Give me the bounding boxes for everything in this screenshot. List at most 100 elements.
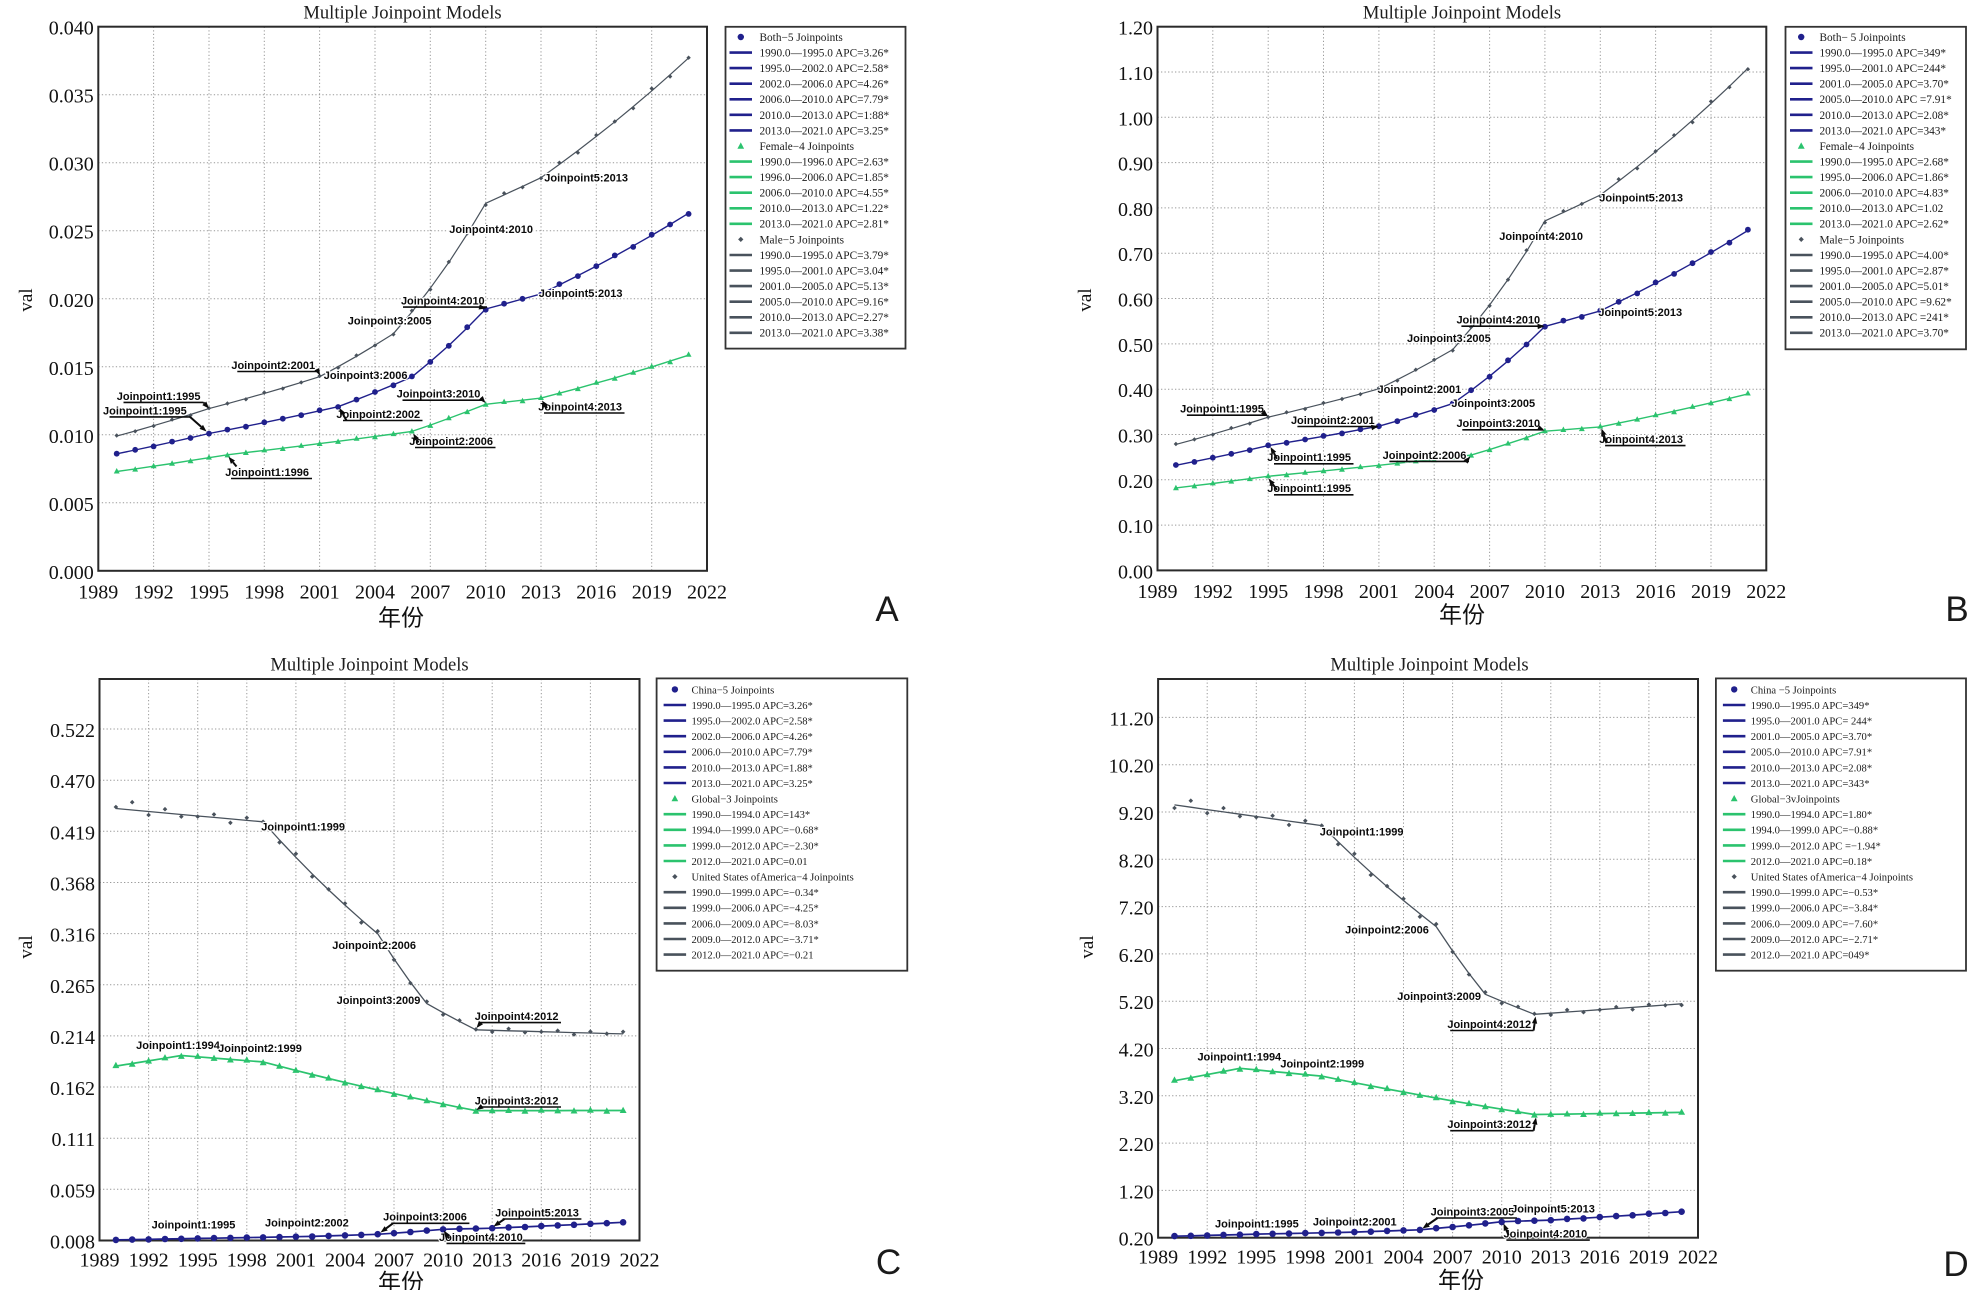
svg-text:2004: 2004 (355, 581, 395, 603)
svg-text:3.20: 3.20 (1119, 1087, 1154, 1109)
svg-text:Joinpoint2:2006: Joinpoint2:2006 (1383, 450, 1467, 462)
svg-text:Both−5 Joinpoints: Both−5 Joinpoints (760, 32, 843, 44)
svg-text:0.040: 0.040 (49, 18, 94, 40)
svg-text:年份: 年份 (378, 606, 424, 631)
svg-text:Joinpoint1:1995: Joinpoint1:1995 (103, 405, 187, 417)
svg-text:Joinpoint1:1995: Joinpoint1:1995 (1267, 452, 1351, 464)
svg-text:2013: 2013 (1531, 1247, 1571, 1269)
svg-text:2019: 2019 (570, 1250, 610, 1272)
svg-text:2013.0—2021.0 APC=3.38*: 2013.0—2021.0 APC=3.38* (760, 328, 890, 340)
svg-text:China −5 Joinpoints: China −5 Joinpoints (1751, 685, 1836, 696)
svg-text:2010.0—2013.0 APC=1.02: 2010.0—2013.0 APC=1.02 (1820, 203, 1944, 215)
svg-text:Joinpoint2:2001: Joinpoint2:2001 (231, 360, 315, 372)
svg-text:2006.0—2009.0 APC=−7.60*: 2006.0—2009.0 APC=−7.60* (1751, 919, 1878, 930)
svg-text:2006.0—2010.0 APC=4.83*: 2006.0—2010.0 APC=4.83* (1820, 188, 1950, 200)
svg-text:2010: 2010 (466, 581, 506, 603)
svg-text:1.20: 1.20 (1118, 18, 1153, 40)
svg-text:2009.0—2012.0 APC=−2.71*: 2009.0—2012.0 APC=−2.71* (1751, 935, 1878, 946)
svg-text:2016: 2016 (1580, 1247, 1620, 1269)
svg-text:1998: 1998 (1304, 581, 1344, 603)
svg-text:Joinpoint1:1994: Joinpoint1:1994 (1197, 1051, 1282, 1063)
svg-text:2010: 2010 (1482, 1247, 1522, 1269)
svg-text:Joinpoint3:2005: Joinpoint3:2005 (1451, 398, 1535, 410)
svg-text:0.40: 0.40 (1118, 380, 1153, 402)
svg-text:Joinpoint4:2013: Joinpoint4:2013 (1599, 434, 1683, 446)
svg-text:Joinpoint3:2006: Joinpoint3:2006 (324, 370, 408, 382)
svg-text:1999.0—2012.0 APC =−1.94*: 1999.0—2012.0 APC =−1.94* (1751, 841, 1881, 852)
svg-text:2013.0—2021.0 APC=2.62*: 2013.0—2021.0 APC=2.62* (1820, 219, 1950, 231)
svg-text:2006.0—2010.0 APC=4.55*: 2006.0—2010.0 APC=4.55* (760, 188, 890, 200)
svg-text:2004: 2004 (1384, 1247, 1424, 1269)
svg-text:1990.0—1994.0 APC=1.80*: 1990.0—1994.0 APC=1.80* (1751, 810, 1872, 821)
svg-text:Multiple Joinpoint Models: Multiple Joinpoint Models (270, 655, 468, 676)
svg-text:0.010: 0.010 (49, 426, 94, 448)
svg-text:2009.0—2012.0 APC=−3.71*: 2009.0—2012.0 APC=−3.71* (692, 935, 819, 946)
svg-text:1989: 1989 (1138, 581, 1178, 603)
svg-text:C: C (876, 1243, 901, 1282)
svg-text:4.20: 4.20 (1119, 1040, 1154, 1062)
svg-text:1995.0—2001.0 APC= 244*: 1995.0—2001.0 APC= 244* (1751, 717, 1872, 728)
svg-text:2010.0—2013.0 APC =241*: 2010.0—2013.0 APC =241* (1820, 312, 1950, 324)
svg-text:val: val (16, 288, 37, 311)
svg-text:2005.0—2010.0 APC=7.91*: 2005.0—2010.0 APC=7.91* (1751, 748, 1872, 759)
svg-text:2012.0—2021.0 APC=0.18*: 2012.0—2021.0 APC=0.18* (1751, 857, 1872, 868)
svg-text:Joinpoint5:2013: Joinpoint5:2013 (544, 173, 628, 185)
svg-text:Joinpoint1:1995: Joinpoint1:1995 (152, 1220, 236, 1232)
svg-text:2001.0—2005.0 APC=5.01*: 2001.0—2005.0 APC=5.01* (1820, 281, 1950, 293)
svg-text:Joinpoint4:2010: Joinpoint4:2010 (1456, 315, 1540, 327)
svg-text:2004: 2004 (325, 1250, 365, 1272)
svg-text:7.20: 7.20 (1119, 898, 1154, 920)
svg-text:年份: 年份 (378, 1270, 424, 1290)
svg-text:1990.0—1995.0 APC=3.26*: 1990.0—1995.0 APC=3.26* (692, 701, 813, 712)
svg-text:0.030: 0.030 (49, 154, 94, 176)
svg-text:2013: 2013 (521, 581, 561, 603)
svg-text:2019: 2019 (1629, 1247, 1669, 1269)
svg-text:Joinpoint2:2006: Joinpoint2:2006 (332, 940, 416, 952)
svg-text:2013.0—2021.0 APC=3.70*: 2013.0—2021.0 APC=3.70* (1820, 328, 1950, 340)
svg-text:10.20: 10.20 (1109, 756, 1154, 778)
svg-text:2001: 2001 (1359, 581, 1399, 603)
svg-text:1990.0—1999.0 APC=−0.34*: 1990.0—1999.0 APC=−0.34* (692, 888, 819, 899)
svg-text:1990.0—1995.0 APC=349*: 1990.0—1995.0 APC=349* (1751, 701, 1870, 712)
svg-text:Global−3vJoinpoints: Global−3vJoinpoints (1751, 795, 1840, 806)
svg-text:Joinpoint2:2001: Joinpoint2:2001 (1291, 415, 1375, 427)
svg-text:United States ofAmerica−4 Join: United States ofAmerica−4 Joinpoints (692, 873, 854, 884)
svg-text:2002.0—2006.0 APC=4.26*: 2002.0—2006.0 APC=4.26* (760, 79, 890, 91)
svg-text:Joinpoint2:2001: Joinpoint2:2001 (1313, 1216, 1397, 1228)
svg-text:1995.0—2001.0 APC=244*: 1995.0—2001.0 APC=244* (1820, 63, 1947, 75)
svg-text:0.008: 0.008 (50, 1232, 95, 1254)
svg-text:Joinpoint5:2013: Joinpoint5:2013 (1598, 307, 1682, 319)
svg-text:Joinpoint4:2010: Joinpoint4:2010 (439, 1232, 523, 1244)
svg-text:1999.0—2012.0 APC=−2.30*: 1999.0—2012.0 APC=−2.30* (692, 841, 819, 852)
svg-text:2005.0—2010.0 APC =7.91*: 2005.0—2010.0 APC =7.91* (1820, 94, 1953, 106)
svg-text:0.059: 0.059 (50, 1180, 95, 1202)
svg-text:2007: 2007 (410, 581, 450, 603)
svg-text:1990.0—1995.0 APC=4.00*: 1990.0—1995.0 APC=4.00* (1820, 250, 1950, 262)
svg-text:Joinpoint3:2012: Joinpoint3:2012 (475, 1095, 559, 1107)
svg-text:Joinpoint1:1999: Joinpoint1:1999 (1320, 827, 1404, 839)
svg-text:1999.0—2006.0 APC=−3.84*: 1999.0—2006.0 APC=−3.84* (1751, 904, 1878, 915)
svg-text:Joinpoint5:2013: Joinpoint5:2013 (1599, 193, 1683, 205)
svg-text:1990.0—1995.0 APC=349*: 1990.0—1995.0 APC=349* (1820, 48, 1947, 60)
svg-text:0.000: 0.000 (49, 562, 94, 584)
svg-text:1990.0—1996.0 APC=2.63*: 1990.0—1996.0 APC=2.63* (760, 157, 890, 169)
svg-text:1989: 1989 (80, 1250, 120, 1272)
svg-text:2012.0—2021.0 APC=−0.21: 2012.0—2021.0 APC=−0.21 (692, 951, 814, 962)
svg-text:val: val (1077, 935, 1098, 958)
svg-text:1995.0—2001.0 APC=3.04*: 1995.0—2001.0 APC=3.04* (760, 265, 890, 277)
svg-text:1995.0—2001.0 APC=2.87*: 1995.0—2001.0 APC=2.87* (1820, 265, 1950, 277)
svg-text:1996.0—2006.0 APC=1.85*: 1996.0—2006.0 APC=1.85* (760, 172, 890, 184)
svg-text:0.214: 0.214 (50, 1027, 95, 1049)
svg-text:0.20: 0.20 (1118, 471, 1153, 493)
svg-text:2006.0—2009.0 APC=−8.03*: 2006.0—2009.0 APC=−8.03* (692, 919, 819, 930)
svg-text:1995: 1995 (189, 581, 229, 603)
svg-text:A: A (875, 590, 899, 629)
svg-text:2006.0—2010.0 APC=7.79*: 2006.0—2010.0 APC=7.79* (760, 94, 890, 106)
svg-text:2001.0—2005.0 APC=3.70*: 2001.0—2005.0 APC=3.70* (1751, 732, 1872, 743)
svg-text:2016: 2016 (521, 1250, 561, 1272)
svg-text:Female−4 Joinpoints: Female−4 Joinpoints (1820, 141, 1915, 153)
svg-text:0.470: 0.470 (50, 771, 95, 793)
svg-text:0.005: 0.005 (49, 494, 94, 516)
svg-text:1.20: 1.20 (1119, 1181, 1154, 1203)
svg-text:Joinpoint1:1995: Joinpoint1:1995 (1267, 483, 1351, 495)
